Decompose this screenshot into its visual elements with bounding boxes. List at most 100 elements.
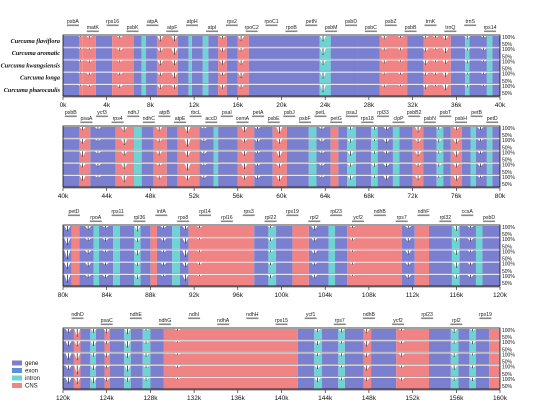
- conservation-segment: [399, 163, 413, 175]
- gene-label: rpoB: [286, 25, 297, 31]
- conservation-segment: [450, 353, 459, 365]
- conservation-segment: [407, 84, 424, 96]
- gene-label: ndhB: [363, 312, 376, 318]
- conservation-segment: [492, 151, 500, 163]
- conservation-segment: [177, 163, 200, 175]
- x-tick-label: 124k: [100, 395, 115, 402]
- conservation-segment: [379, 72, 408, 84]
- percent-label-50: 50%: [502, 67, 513, 73]
- conservation-segment: [177, 60, 189, 72]
- conservation-segment: [95, 60, 113, 72]
- gene-arrow: [177, 220, 190, 223]
- conservation-segment: [475, 175, 487, 187]
- gene-label: ycf1: [306, 312, 316, 318]
- x-tick-label: 100k: [274, 292, 289, 299]
- conservation-segment: [338, 353, 345, 365]
- gene-label: psaI: [222, 110, 232, 116]
- gene-arrow: [384, 24, 397, 27]
- x-tick-label: 120k: [493, 292, 508, 299]
- gene-label: rps15: [275, 318, 288, 324]
- conservation-segment: [292, 250, 309, 262]
- gene-arrow: [220, 115, 233, 118]
- conservation-segment: [134, 127, 142, 138]
- conservation-segment: [396, 353, 429, 365]
- conservation-segment: [63, 139, 80, 150]
- conservation-segment: [93, 274, 100, 286]
- conservation-segment: [428, 262, 452, 274]
- conservation-segment: [308, 139, 317, 150]
- conservation-segment: [140, 226, 151, 237]
- gene-arrow: [333, 323, 346, 326]
- conservation-segment: [392, 163, 400, 175]
- conservation-segment: [130, 353, 143, 365]
- conservation-segment: [286, 151, 309, 163]
- gene-label: psbK: [127, 25, 139, 31]
- gene-label: rpl16: [221, 215, 233, 221]
- conservation-segment: [142, 329, 151, 340]
- conservation-segment: [414, 262, 429, 274]
- conservation-segment: [297, 329, 315, 340]
- gene-arrow: [64, 115, 77, 118]
- conservation-segment: [95, 365, 105, 377]
- conservation-segment: [134, 72, 142, 84]
- conservation-segment: [347, 127, 356, 138]
- conservation-segment: [423, 84, 451, 96]
- conservation-segment: [401, 250, 415, 262]
- conservation-segment: [321, 365, 339, 377]
- conservation-segment: [163, 365, 211, 377]
- species-label: Curcuma flaviflora: [11, 38, 60, 45]
- conservation-segment: [428, 226, 452, 237]
- conservation-segment: [199, 175, 214, 187]
- conservation-segment: [451, 238, 460, 249]
- x-tick-label: 84k: [101, 292, 112, 299]
- conservation-segment: [95, 377, 105, 389]
- gene-label: rbcL: [191, 110, 201, 116]
- conservation-segment: [63, 72, 80, 84]
- conservation-segment: [428, 238, 452, 249]
- gene-arrow: [479, 317, 492, 320]
- x-tick-label: 52k: [189, 193, 200, 200]
- conservation-segment: [469, 353, 476, 365]
- conservation-segment: [436, 175, 444, 187]
- conservation-segment: [237, 72, 249, 84]
- percent-label-100: 100%: [502, 138, 515, 144]
- conservation-segment: [458, 353, 470, 365]
- gene-arrow: [330, 121, 343, 124]
- conservation-segment: [475, 274, 483, 286]
- percent-label-50: 50%: [502, 182, 513, 188]
- percent-label-50: 50%: [502, 133, 513, 139]
- conservation-segment: [153, 163, 167, 175]
- conservation-segment: [188, 60, 192, 72]
- gene-arrow: [146, 24, 159, 27]
- conservation-segment: [321, 329, 339, 340]
- conservation-segment: [156, 48, 178, 59]
- conservation-segment: [113, 238, 120, 249]
- gene-label: rps3: [244, 209, 254, 215]
- conservation-segment: [112, 72, 135, 84]
- conservation-segment: [338, 175, 348, 187]
- conservation-segment: [286, 175, 309, 187]
- conservation-segment: [104, 329, 110, 340]
- conservation-segment: [450, 365, 459, 377]
- conservation-segment: [450, 84, 466, 96]
- gene-label: rpoC2: [245, 25, 259, 31]
- conservation-segment: [63, 127, 80, 138]
- conservation-segment: [109, 353, 125, 365]
- conservation-segment: [179, 274, 189, 286]
- conservation-segment: [112, 60, 135, 72]
- conservation-segment: [156, 226, 173, 237]
- gene-arrow: [285, 30, 298, 33]
- conservation-segment: [475, 151, 487, 163]
- conservation-segment: [319, 60, 331, 72]
- conservation-segment: [213, 151, 219, 163]
- gene-arrow: [188, 317, 201, 320]
- x-tick-label: 104k: [318, 292, 333, 299]
- percent-label-50: 50%: [502, 347, 513, 353]
- conservation-segment: [63, 341, 74, 352]
- conservation-segment: [156, 36, 178, 47]
- conservation-segment: [163, 329, 211, 340]
- conservation-segment: [450, 72, 466, 84]
- gene-label: ndhA: [217, 318, 230, 324]
- conservation-segment: [134, 139, 142, 150]
- conservation-segment: [443, 127, 451, 138]
